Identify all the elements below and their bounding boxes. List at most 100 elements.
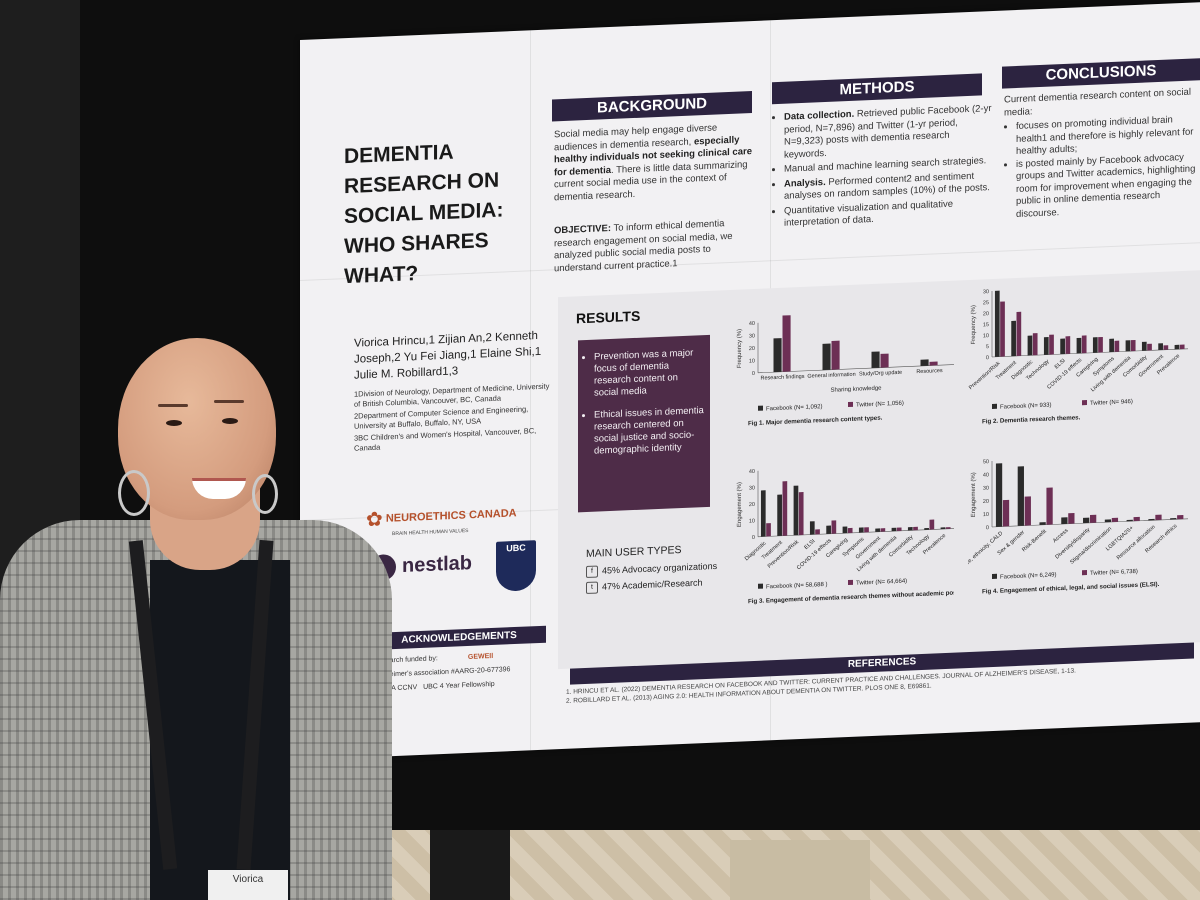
results-panel: RESULTS Prevention was a major focus of … [558, 270, 1200, 670]
bar [920, 359, 929, 366]
legend-entry: Twitter (N= 6,738) [1090, 569, 1138, 577]
y-tick-label: 40 [749, 469, 755, 475]
bar [1170, 517, 1177, 520]
bar [822, 343, 831, 371]
y-axis-label: Frequency (%) [737, 329, 743, 369]
bar [871, 351, 880, 369]
bar [847, 527, 853, 534]
bar [994, 290, 1000, 357]
bar [831, 340, 840, 370]
y-tick-label: 0 [752, 535, 755, 541]
bar [782, 315, 791, 372]
bar [929, 519, 935, 530]
bar [880, 528, 886, 532]
hoop-earring [252, 474, 278, 514]
bar [1158, 343, 1163, 351]
list-item: is posted mainly by Facebook advocacy gr… [1016, 151, 1200, 221]
bar-chart: 0 10 20 30 40 Frequency (%) Research findings G… [737, 315, 954, 428]
bar [1043, 337, 1049, 355]
bar [760, 490, 766, 537]
gewell-logo: GEWEll [467, 652, 494, 661]
y-tick-label: 10 [749, 358, 755, 364]
eyebrow [158, 404, 188, 407]
twitter-icon: t [586, 581, 598, 595]
x-axis [992, 348, 1188, 358]
figure-4: 0 10 20 30 40 50 Engagement (%) Race, ethnicity… [968, 443, 1188, 602]
figure-3: 0 10 20 30 40 Engagement (%) Diagnostic Treatme… [734, 453, 954, 612]
y-axis-label: Engagement (%) [971, 472, 977, 517]
bar [1130, 339, 1136, 352]
y-tick-label: 20 [983, 499, 989, 505]
bar [842, 526, 848, 534]
bar [1141, 341, 1147, 351]
y-tick-label: 0 [752, 371, 755, 377]
legend-entry: Twitter (N= 946) [1090, 399, 1133, 407]
research-poster: DEMENTIA RESEARCH ON SOCIAL MEDIA: WHO S… [300, 2, 1200, 761]
legend-entry: Facebook (N= 1,092) [766, 404, 823, 412]
figure-caption: Fig 1. Major dementia research content t… [748, 415, 883, 428]
bar [1177, 515, 1184, 520]
bar [1125, 340, 1131, 352]
user-types-title: MAIN USER TYPES [586, 544, 682, 561]
legend-swatch [1082, 400, 1087, 406]
y-tick-label: 20 [983, 311, 989, 317]
y-tick-label: 15 [983, 322, 989, 328]
y-tick-label: 30 [749, 333, 755, 339]
legend-swatch [758, 583, 763, 589]
bar [864, 527, 869, 533]
name-badge: Viorica [208, 870, 288, 900]
bar [1039, 522, 1046, 526]
bar [1126, 519, 1133, 522]
y-tick-label: 10 [983, 333, 989, 339]
x-axis [758, 528, 954, 538]
legend-entry: Facebook (N= 6,249) [1000, 572, 1057, 580]
y-tick-label: 30 [983, 289, 989, 295]
y-tick-label: 25 [983, 300, 989, 306]
bar [773, 338, 782, 373]
eye [222, 418, 238, 424]
bar [809, 521, 815, 535]
bar [1174, 344, 1180, 350]
bar [924, 527, 929, 530]
background-heading: BACKGROUND [552, 91, 752, 122]
bar [1024, 496, 1031, 526]
legend-swatch [758, 405, 763, 411]
bar [766, 523, 771, 537]
eye [166, 420, 182, 426]
methods-list: Data collection. Retrieved public Facebo… [772, 103, 994, 233]
legend-entry: Twitter (N= 1,056) [856, 401, 904, 409]
figure-caption: Fig 3. Engagement of dementia research t… [748, 589, 954, 605]
bar [1155, 514, 1162, 521]
bar [1016, 311, 1022, 356]
bar [1090, 514, 1097, 523]
background-person-legs [730, 840, 870, 900]
background-text: Social media may help engage diverse aud… [554, 122, 752, 203]
bar [1065, 336, 1071, 354]
fellowship-text: UBC 4 Year Fellowship [423, 680, 495, 691]
bar [1011, 320, 1016, 357]
x-tick-label: Study/Org update [859, 370, 902, 378]
list-item: Ethical issues in dementia research cent… [594, 405, 704, 458]
y-tick-label: 10 [983, 512, 989, 518]
methods-heading: METHODS [772, 73, 982, 105]
legend-entry: Facebook (N= 933) [1000, 403, 1052, 411]
bar [777, 494, 782, 536]
y-tick-label: 40 [983, 472, 989, 478]
background-person-legs [430, 830, 510, 900]
bar [1148, 518, 1155, 521]
bar [1114, 340, 1120, 352]
bar [891, 527, 897, 532]
bar [1104, 519, 1112, 523]
bar [1027, 335, 1033, 356]
bar [880, 353, 889, 368]
y-tick-label: 20 [749, 346, 755, 352]
bar [1017, 466, 1024, 526]
legend-entry: Twitter (N= 64,664) [856, 579, 907, 587]
presenter: Viorica [0, 0, 420, 900]
legend-swatch [848, 579, 853, 586]
bar [1083, 517, 1090, 524]
smile [192, 478, 246, 499]
bar [831, 520, 837, 534]
